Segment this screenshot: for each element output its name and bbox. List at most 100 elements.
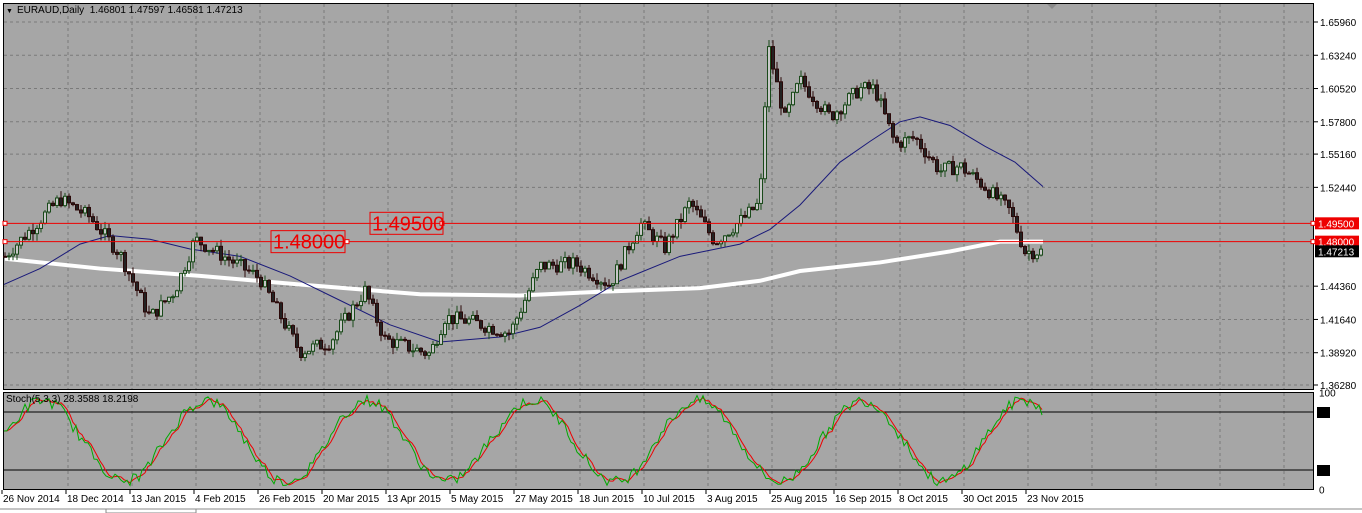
candle-body bbox=[671, 235, 675, 238]
scroll-marker-icon[interactable] bbox=[1047, 4, 1057, 9]
candle-body bbox=[527, 290, 531, 301]
candle-body bbox=[327, 348, 331, 351]
candle-body bbox=[183, 270, 187, 274]
candle-body bbox=[431, 343, 435, 354]
candle-body bbox=[199, 236, 203, 246]
date-axis-label: 27 May 2015 bbox=[515, 494, 573, 505]
candle-body bbox=[451, 315, 455, 325]
date-axis-label: 30 Oct 2015 bbox=[963, 494, 1018, 505]
level-handle[interactable] bbox=[2, 239, 8, 245]
candle-body bbox=[7, 255, 11, 258]
candle-body bbox=[323, 348, 327, 351]
collapse-triangle-icon[interactable]: ▼ bbox=[6, 8, 13, 15]
candle-body bbox=[603, 282, 607, 286]
candle-body bbox=[763, 106, 767, 180]
candle-body bbox=[407, 339, 411, 352]
candle-body bbox=[195, 236, 199, 242]
candle-body bbox=[963, 162, 967, 174]
candle-body bbox=[123, 252, 127, 273]
candle-body bbox=[543, 261, 547, 270]
price-chart-panel[interactable] bbox=[3, 3, 1314, 390]
candle-body bbox=[987, 189, 991, 198]
candle-body bbox=[551, 261, 555, 266]
level-handle[interactable] bbox=[2, 220, 8, 226]
candle-body bbox=[119, 252, 123, 255]
candle-body bbox=[815, 100, 819, 109]
candle-body bbox=[823, 104, 827, 112]
candle-body bbox=[887, 113, 891, 125]
price-axis-label: 1.65960 bbox=[1320, 18, 1357, 29]
candle-body bbox=[219, 245, 223, 261]
price-tag-upper: 1.49500 bbox=[1318, 219, 1355, 230]
candle-body bbox=[443, 323, 447, 336]
candle-body bbox=[159, 300, 163, 317]
level-handle[interactable] bbox=[1310, 239, 1316, 245]
candle-body bbox=[263, 279, 267, 288]
candle-body bbox=[567, 257, 571, 269]
candle-body bbox=[283, 318, 287, 329]
candle-body bbox=[79, 209, 83, 214]
candle-body bbox=[507, 332, 511, 335]
price-axis-label: 1.41640 bbox=[1320, 315, 1357, 326]
candle-body bbox=[71, 202, 75, 206]
candle-body bbox=[423, 351, 427, 356]
candle-body bbox=[355, 304, 359, 307]
candle-body bbox=[479, 320, 483, 329]
chart-tab[interactable] bbox=[105, 508, 197, 513]
candle-body bbox=[463, 318, 467, 324]
candle-body bbox=[455, 311, 459, 325]
candle-body bbox=[827, 104, 831, 113]
level-handle[interactable] bbox=[344, 239, 350, 245]
candle-body bbox=[703, 216, 707, 223]
candle-body bbox=[147, 311, 151, 314]
candle-body bbox=[1011, 207, 1015, 218]
candle-body bbox=[267, 279, 271, 293]
candle-body bbox=[99, 229, 103, 235]
level-label-box[interactable] bbox=[270, 230, 346, 254]
level-handle[interactable] bbox=[1310, 220, 1316, 226]
level-handle[interactable] bbox=[439, 220, 445, 226]
candle-body bbox=[807, 86, 811, 98]
candle-body bbox=[271, 291, 275, 303]
level-label-upper[interactable]: 1.49500 bbox=[372, 213, 444, 235]
candle-body bbox=[427, 352, 431, 356]
candle-body bbox=[691, 200, 695, 207]
candle-body bbox=[239, 259, 243, 262]
stoch-level-label: 0 bbox=[1319, 485, 1325, 496]
candle-body bbox=[915, 137, 919, 140]
level-label-box[interactable] bbox=[369, 211, 444, 235]
candle-body bbox=[571, 257, 575, 269]
candle-body bbox=[999, 194, 1003, 200]
level-label-lower[interactable]: 1.48000 bbox=[273, 232, 345, 254]
candle-body bbox=[163, 300, 167, 303]
candle-body bbox=[483, 327, 487, 333]
price-tag-upper-bg bbox=[1315, 217, 1359, 230]
candle-body bbox=[655, 235, 659, 242]
candle-body bbox=[143, 292, 147, 313]
candle-body bbox=[67, 195, 71, 204]
candle-body bbox=[511, 323, 515, 335]
candle-body bbox=[751, 206, 755, 211]
candle-body bbox=[419, 347, 423, 353]
candle-body bbox=[663, 236, 667, 254]
candle-body bbox=[127, 271, 131, 275]
candle-body bbox=[367, 285, 371, 300]
candle-body bbox=[515, 317, 519, 325]
candle-body bbox=[307, 350, 311, 355]
candle-body bbox=[135, 281, 139, 291]
candle-body bbox=[923, 148, 927, 158]
date-axis-label: 16 Sep 2015 bbox=[835, 494, 892, 505]
candle-body bbox=[819, 107, 823, 112]
candle-body bbox=[315, 339, 319, 345]
candle-body bbox=[371, 298, 375, 304]
candle-body bbox=[607, 284, 611, 287]
candle-body bbox=[191, 240, 195, 263]
candle-body bbox=[395, 339, 399, 348]
candle-body bbox=[187, 261, 191, 272]
candle-body bbox=[11, 253, 15, 257]
date-axis-label: 25 Aug 2015 bbox=[771, 494, 828, 505]
candle-body bbox=[447, 315, 451, 325]
date-axis-label: 4 Feb 2015 bbox=[195, 494, 246, 505]
candle-body bbox=[675, 218, 679, 238]
